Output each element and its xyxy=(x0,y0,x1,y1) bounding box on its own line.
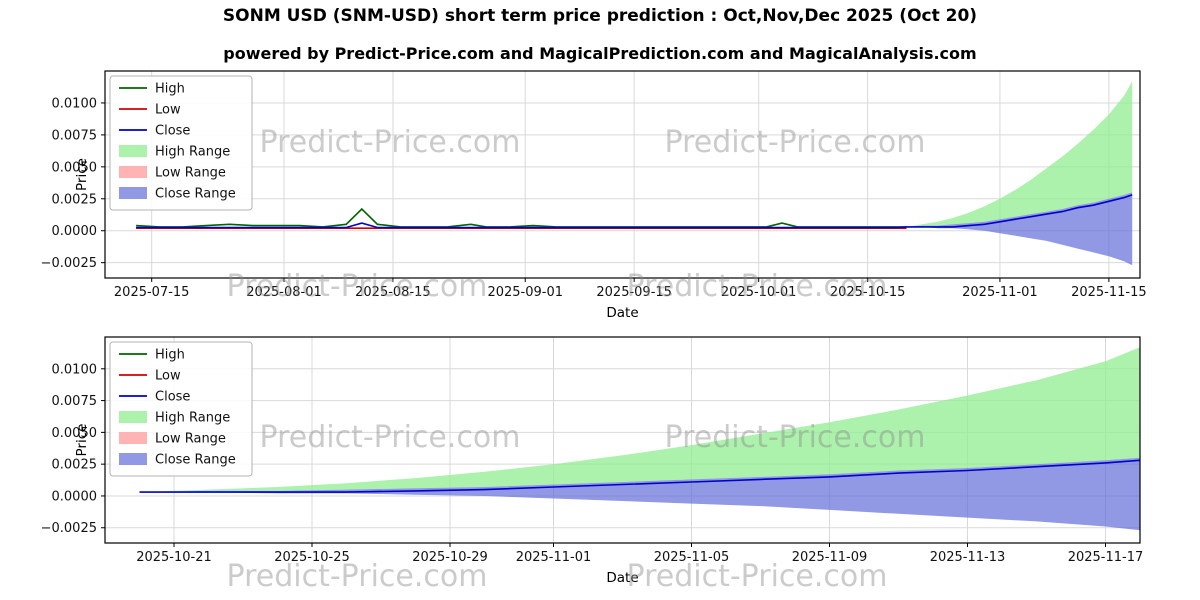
watermark-text: Predict-Price.com xyxy=(227,269,488,304)
plot-frame xyxy=(104,336,1141,544)
figure-subtitle: powered by Predict-Price.com and Magical… xyxy=(223,44,977,63)
x-tick-label: 2025-10-25 xyxy=(274,550,350,565)
x-axis-label: Date xyxy=(606,570,638,586)
x-tick-label: 2025-11-17 xyxy=(1068,550,1144,565)
y-axis-label: Price xyxy=(74,158,90,191)
axis-ticks: 2025-07-15 2025-08-01 2025-08-15 2025-09-01… xyxy=(41,96,1147,300)
y-tick-label: 0.0100 xyxy=(52,362,98,377)
legend-label: Close Range xyxy=(155,187,236,202)
watermark-text: Predict-Price.com xyxy=(260,125,521,160)
x-tick-label: 2025-11-13 xyxy=(930,550,1006,565)
y-tick-label: −0.0025 xyxy=(41,521,97,536)
legend-label: Low Range xyxy=(155,432,226,447)
legend-sample-high-range xyxy=(119,411,147,423)
watermark-text: Predict-Price.com xyxy=(260,420,521,455)
x-tick-label: 2025-10-15 xyxy=(830,285,906,300)
watermark-text: Predict-Price.com xyxy=(627,559,888,594)
legend-sample-high-range xyxy=(119,145,147,157)
y-tick-label: 0.0075 xyxy=(52,394,98,409)
x-tick-label: 2025-10-21 xyxy=(136,550,212,565)
high-range-band xyxy=(139,347,1140,493)
high-range-band xyxy=(906,81,1133,227)
bottom-chart: 2025-10-21 2025-10-25 2025-10-29 2025-11-01… xyxy=(41,336,1144,586)
close-range-band xyxy=(139,457,1140,531)
y-tick-label: 0.0025 xyxy=(52,458,98,473)
legend-label: Low Range xyxy=(155,166,226,181)
watermarks: Predict-Price.com Predict-Price.com Predic… xyxy=(227,125,926,594)
legend-label: High xyxy=(155,348,185,363)
top-chart: 2025-07-15 2025-08-01 2025-08-15 2025-09-01… xyxy=(41,70,1147,321)
watermark-text: Predict-Price.com xyxy=(665,420,926,455)
legend-sample-close-range xyxy=(119,453,147,465)
high-line xyxy=(136,207,907,228)
x-axis-label: Date xyxy=(606,305,638,321)
close-range-band xyxy=(906,192,1133,266)
y-tick-label: 0.0000 xyxy=(52,489,98,504)
x-tick-label: 2025-09-15 xyxy=(596,285,672,300)
x-tick-label: 2025-10-01 xyxy=(721,285,797,300)
y-tick-label: −0.0025 xyxy=(41,256,97,271)
x-tick-label: 2025-09-01 xyxy=(487,285,563,300)
legend-label: Low xyxy=(155,103,181,118)
y-tick-label: 0.0075 xyxy=(52,128,98,143)
x-tick-label: 2025-11-05 xyxy=(654,550,730,565)
x-tick-label: 2025-10-29 xyxy=(412,550,488,565)
y-tick-label: 0.0100 xyxy=(52,96,98,111)
y-tick-label: 0.0050 xyxy=(52,426,98,441)
legend-label: High Range xyxy=(155,145,230,160)
x-tick-label: 2025-08-15 xyxy=(355,285,431,300)
x-tick-label: 2025-11-01 xyxy=(962,285,1038,300)
legend-label: Close xyxy=(155,124,190,139)
close-line xyxy=(136,194,1133,229)
y-tick-label: 0.0000 xyxy=(52,224,98,239)
y-axis-label: Price xyxy=(74,424,90,457)
legend-label: Close xyxy=(155,390,190,405)
x-tick-label: 2025-11-01 xyxy=(516,550,592,565)
plot-frame xyxy=(104,70,1141,279)
y-tick-label: 0.0025 xyxy=(52,192,98,207)
grid xyxy=(105,71,1140,278)
legend-sample-low-range xyxy=(119,432,147,444)
legend: High Low Close High Range Low Range Close Ran… xyxy=(109,75,253,211)
x-tick-label: 2025-08-01 xyxy=(246,285,322,300)
y-tick-label: 0.0050 xyxy=(52,160,98,175)
axis-ticks: 2025-10-21 2025-10-25 2025-10-29 2025-11-01… xyxy=(41,362,1144,565)
legend-label: Low xyxy=(155,369,181,384)
legend-label: High Range xyxy=(155,411,230,426)
watermark-text: Predict-Price.com xyxy=(627,269,888,304)
x-tick-label: 2025-11-15 xyxy=(1071,285,1147,300)
legend-sample-close-range xyxy=(119,187,147,199)
watermark-text: Predict-Price.com xyxy=(665,125,926,160)
legend-label: Close Range xyxy=(155,453,236,468)
close-line xyxy=(139,459,1141,493)
figure-title: SONM USD (SNM-USD) short term price pred… xyxy=(222,6,978,26)
watermark-text: Predict-Price.com xyxy=(227,559,488,594)
legend-sample-low-range xyxy=(119,166,147,178)
x-tick-label: 2025-07-15 xyxy=(114,285,190,300)
x-tick-label: 2025-11-09 xyxy=(792,550,868,565)
legend: High Low Close High Range Low Range Close Ran… xyxy=(109,341,253,477)
legend-label: High xyxy=(155,82,185,97)
